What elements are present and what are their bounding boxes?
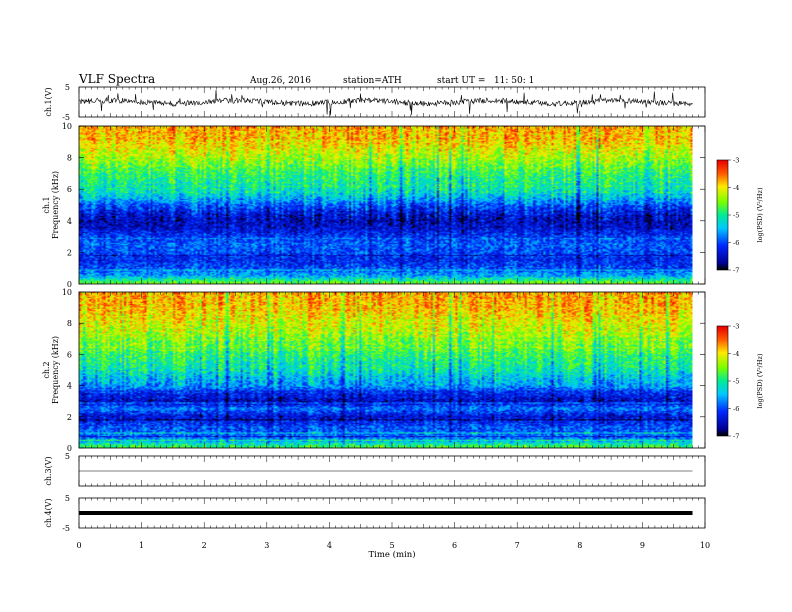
x-tick-labels: 0 1 2 3 4 5 6 7 8 9 10 [76, 541, 710, 550]
colorbar-ch1: -7 -6 -5 -4 -3 log(PSD) (V²/Hz) [716, 157, 764, 275]
x-tick-label: 10 [700, 541, 710, 550]
panel-ticks [78, 292, 706, 448]
y-tick-label: 10 [62, 122, 72, 131]
panel-ticks [78, 498, 706, 528]
x-axis: 0 1 2 3 4 5 6 7 8 9 10 Time (min) [76, 541, 710, 560]
colorbar-ticks: -7 -6 -5 -4 -3 [728, 323, 739, 441]
y-tick-label: 0 [67, 444, 72, 453]
colorbar-tick-label: -3 [733, 157, 739, 165]
date-label: Aug.26, 2016 [249, 76, 311, 86]
x-tick-label: 4 [327, 541, 332, 550]
colorbar-tick-label: -3 [733, 323, 739, 331]
x-tick-label: 0 [76, 541, 81, 550]
colorbar-ticks: -7 -6 -5 -4 -3 [728, 157, 739, 275]
colorbar-tick-label: -6 [733, 405, 739, 413]
x-axis-label: Time (min) [368, 549, 415, 560]
panel-ticks [78, 126, 706, 284]
y-tick-label: 4 [67, 382, 72, 391]
y-tick-label: 4 [67, 217, 72, 226]
x-tick-label: 1 [139, 541, 144, 550]
colorbar-tick-label: -5 [733, 212, 739, 220]
colorbar-fill [717, 160, 728, 270]
x-tick-label: 3 [264, 541, 269, 550]
y-ticks: 0 2 4 6 8 10 [62, 288, 705, 453]
start-ut-label: start UT = 11: 50: 1 [437, 76, 534, 86]
y-axis-label: ch.4(V) [44, 498, 53, 527]
panel-ticks [78, 87, 706, 117]
x-tick-label: 8 [577, 541, 582, 550]
colorbar-tick-label: -4 [733, 184, 739, 192]
waveform-trace [78, 89, 693, 116]
x-tick-label: 7 [515, 541, 520, 550]
y-tick-label: 2 [67, 413, 72, 422]
colorbar-tick-label: -4 [733, 350, 739, 358]
colorbar-tick-label: -6 [733, 239, 739, 247]
waveform-panel-ch1: 5 -5 ch.1(V) [44, 83, 706, 122]
y-tick-label-bottom: -5 [62, 113, 70, 122]
spectrogram-image [79, 126, 693, 284]
y-tick-label-top: 5 [65, 494, 70, 503]
waveform-panel-ch3: 5 ch.3(V) [44, 452, 706, 487]
y-tick-label: 6 [67, 185, 72, 194]
colorbar-tick-label: -7 [733, 433, 739, 441]
y-tick-label: 8 [67, 319, 72, 328]
x-tick-label: 5 [389, 541, 394, 550]
y-axis-channel-label: ch.1 [42, 196, 51, 213]
colorbar-tick-label: -5 [733, 378, 739, 386]
y-tick-label: 0 [67, 280, 72, 289]
colorbar-tick-label: -7 [733, 267, 739, 275]
y-tick-label-bottom: -5 [62, 524, 70, 533]
spectrogram-panel-ch1: 0 2 4 6 8 10 ch.1 Frequency (kHz) [42, 122, 706, 289]
y-ticks: 0 2 4 6 8 10 [62, 122, 705, 289]
y-axis-label: Frequency (kHz) [51, 336, 60, 404]
x-tick-label: 6 [452, 541, 457, 550]
x-tick-label: 9 [640, 541, 645, 550]
panel-ticks [78, 456, 706, 486]
x-tick-label: 2 [202, 541, 207, 550]
y-tick-label-top: 5 [65, 452, 70, 461]
colorbar-label: log(PSD) (V²/Hz) [756, 187, 764, 242]
y-tick-label: 10 [62, 288, 72, 297]
spectrogram-panel-ch2: 0 2 4 6 8 10 ch.2 Frequency (kHz) [42, 288, 706, 453]
y-tick-label: 6 [67, 350, 72, 359]
waveform-panel-ch4: 5 -5 ch.4(V) [44, 494, 706, 533]
colorbar-ch2: -7 -6 -5 -4 -3 log(PSD) (V²/Hz) [716, 323, 764, 441]
y-axis-label: ch.3(V) [44, 456, 53, 485]
colorbar-label: log(PSD) (V²/Hz) [756, 353, 764, 408]
colorbar-fill [717, 326, 728, 436]
y-tick-label: 8 [67, 154, 72, 163]
y-tick-label-top: 5 [65, 83, 70, 92]
y-axis-channel-label: ch.2 [42, 361, 51, 378]
y-tick-label: 2 [67, 248, 72, 257]
y-axis-label: Frequency (kHz) [51, 171, 60, 239]
spectrogram-image [79, 292, 693, 448]
y-axis-label: ch.1(V) [44, 87, 53, 116]
station-label: station=ATH [343, 76, 402, 86]
figure-title: VLF Spectra [78, 72, 155, 86]
figure-header: VLF Spectra Aug.26, 2016 station=ATH sta… [78, 72, 534, 86]
